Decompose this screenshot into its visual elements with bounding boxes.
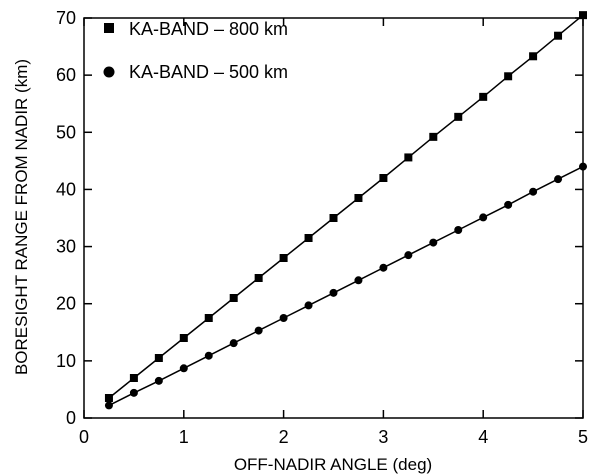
legend: KA-BAND – 800 km KA-BAND – 500 km [103,19,288,82]
y-axis-ticks: 0 10 20 30 40 50 60 70 [56,8,583,428]
series-800km [104,11,587,402]
data-point-circle [429,238,438,247]
data-point-circle [179,364,188,373]
data-point-circle [479,213,488,222]
series-line [108,165,584,407]
data-point-square [404,153,413,162]
data-point-square [554,31,563,40]
y-tick-label: 60 [56,65,76,85]
data-point-square [179,334,188,342]
data-point-circle [204,351,213,360]
x-tick-label: 1 [179,427,189,447]
plot-border [83,17,584,419]
y-axis-title: BORESIGHT RANGE FROM NADIR (km) [12,59,31,375]
legend-marker-circle [103,66,115,78]
data-point-square [379,174,388,182]
data-point-circle [404,251,413,260]
data-point-square [279,254,288,262]
data-point-circle [254,326,263,335]
x-tick-label: 0 [79,427,89,447]
data-point-square [429,132,438,141]
data-point-circle [329,288,338,297]
data-point-circle [129,388,138,397]
data-point-square [529,52,538,61]
y-tick-label: 50 [56,122,76,142]
data-point-circle [554,175,563,184]
y-tick-label: 20 [56,294,76,314]
series-layer [104,11,587,410]
data-point-circle [354,276,363,285]
data-point-circle [504,200,513,209]
y-tick-label: 70 [56,8,76,28]
data-point-square [229,294,238,302]
y-tick-label: 40 [56,179,76,199]
data-point-square [454,112,463,121]
data-point-circle [379,263,388,272]
legend-label-800km: KA-BAND – 800 km [129,19,288,39]
data-point-square [479,92,488,101]
data-point-square [204,314,213,322]
data-point-circle [304,301,313,310]
data-point-square [579,11,587,20]
plot-frame [83,17,584,419]
x-tick-label: 2 [279,427,289,447]
data-point-square [329,214,338,222]
legend-marker-square [104,23,114,33]
legend-label-500km: KA-BAND – 500 km [129,62,288,82]
data-point-circle [154,376,163,385]
data-point-circle [454,226,463,234]
data-point-square [154,354,163,362]
data-point-square [104,394,113,402]
y-tick-label: 10 [56,351,76,371]
data-point-circle [529,187,538,196]
data-point-circle [579,162,587,171]
x-tick-label: 3 [378,427,388,447]
y-tick-label: 0 [66,408,76,428]
data-point-circle [279,314,288,322]
series-500km [104,162,587,410]
x-tick-label: 5 [578,427,588,447]
data-point-square [354,194,363,202]
data-point-square [504,72,513,81]
x-tick-label: 4 [478,427,488,447]
data-point-square [129,374,138,382]
data-point-square [304,234,313,242]
data-point-square [254,274,263,282]
y-tick-label: 30 [56,237,76,257]
x-axis-ticks: 0 1 2 3 4 5 [79,18,588,447]
data-point-circle [229,339,238,348]
x-axis-title: OFF-NADIR ANGLE (deg) [234,455,432,474]
data-point-circle [104,401,113,410]
series-line [108,14,584,399]
